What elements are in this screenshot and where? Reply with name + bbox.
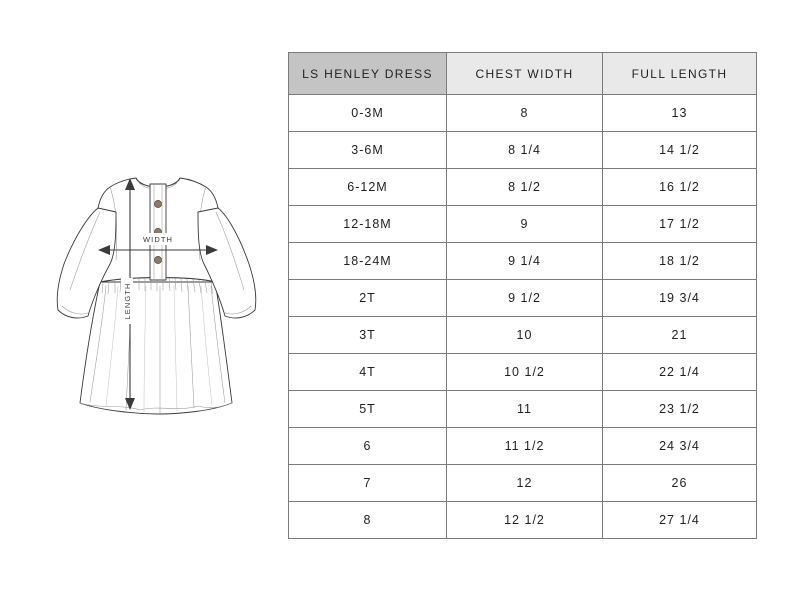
table-body: 0-3M 8 13 3-6M 8 1/4 14 1/2 6-12M 8 1/2 … <box>288 94 757 539</box>
cell-size: 7 <box>288 464 447 502</box>
length-measure-arrow: LENGTH <box>121 178 135 410</box>
cell-full-length: 27 1/4 <box>602 501 757 539</box>
cell-chest-width: 10 <box>446 316 603 354</box>
cell-chest-width: 8 1/2 <box>446 168 603 206</box>
width-measure-arrow: WIDTH <box>98 233 218 255</box>
table-row: 3T 10 21 <box>288 316 757 354</box>
table-row: 6 11 1/2 24 3/4 <box>288 427 757 465</box>
length-label: LENGTH <box>123 282 132 319</box>
table-row: 6-12M 8 1/2 16 1/2 <box>288 168 757 206</box>
cell-full-length: 19 3/4 <box>602 279 757 317</box>
table-row: 12-18M 9 17 1/2 <box>288 205 757 243</box>
cell-chest-width: 11 1/2 <box>446 427 603 465</box>
cell-size: 12-18M <box>288 205 447 243</box>
table-header: LS HENLEY DRESS CHEST WIDTH FULL LENGTH <box>288 52 757 95</box>
cell-full-length: 21 <box>602 316 757 354</box>
cell-size: 18-24M <box>288 242 447 280</box>
cell-full-length: 24 3/4 <box>602 427 757 465</box>
cell-chest-width: 9 1/2 <box>446 279 603 317</box>
cell-full-length: 23 1/2 <box>602 390 757 428</box>
table-row: 5T 11 23 1/2 <box>288 390 757 428</box>
table-row: 8 12 1/2 27 1/4 <box>288 501 757 539</box>
width-label: WIDTH <box>143 235 173 244</box>
table-row: 7 12 26 <box>288 464 757 502</box>
cell-size: 2T <box>288 279 447 317</box>
cell-full-length: 16 1/2 <box>602 168 757 206</box>
header-chest-width: CHEST WIDTH <box>446 52 603 95</box>
right-sleeve <box>197 207 257 319</box>
cell-chest-width: 12 <box>446 464 603 502</box>
cell-chest-width: 10 1/2 <box>446 353 603 391</box>
cell-chest-width: 12 1/2 <box>446 501 603 539</box>
cell-size: 5T <box>288 390 447 428</box>
cell-size: 3T <box>288 316 447 354</box>
dress-skirt <box>79 281 233 415</box>
table-row: 4T 10 1/2 22 1/4 <box>288 353 757 391</box>
header-full-length: FULL LENGTH <box>602 52 757 95</box>
cell-size: 0-3M <box>288 94 447 132</box>
cell-full-length: 17 1/2 <box>602 205 757 243</box>
cell-full-length: 13 <box>602 94 757 132</box>
cell-size: 4T <box>288 353 447 391</box>
button-placket <box>149 183 167 281</box>
cell-full-length: 18 1/2 <box>602 242 757 280</box>
cell-chest-width: 8 1/4 <box>446 131 603 169</box>
dress-illustration: .ln { fill:none; stroke:#3b3b3b; stroke-… <box>40 160 270 430</box>
cell-size: 6 <box>288 427 447 465</box>
cell-chest-width: 11 <box>446 390 603 428</box>
cell-chest-width: 9 <box>446 205 603 243</box>
cell-size: 8 <box>288 501 447 539</box>
size-chart-table: LS HENLEY DRESS CHEST WIDTH FULL LENGTH … <box>288 52 757 539</box>
cell-size: 3-6M <box>288 131 447 169</box>
cell-size: 6-12M <box>288 168 447 206</box>
table-row: 2T 9 1/2 19 3/4 <box>288 279 757 317</box>
header-garment-name: LS HENLEY DRESS <box>288 52 447 95</box>
cell-chest-width: 8 <box>446 94 603 132</box>
header-row: LS HENLEY DRESS CHEST WIDTH FULL LENGTH <box>288 52 757 95</box>
table-row: 0-3M 8 13 <box>288 94 757 132</box>
cell-full-length: 14 1/2 <box>602 131 757 169</box>
cell-full-length: 26 <box>602 464 757 502</box>
left-sleeve <box>56 207 117 319</box>
table-row: 3-6M 8 1/4 14 1/2 <box>288 131 757 169</box>
cell-chest-width: 9 1/4 <box>446 242 603 280</box>
cell-full-length: 22 1/4 <box>602 353 757 391</box>
table-row: 18-24M 9 1/4 18 1/2 <box>288 242 757 280</box>
